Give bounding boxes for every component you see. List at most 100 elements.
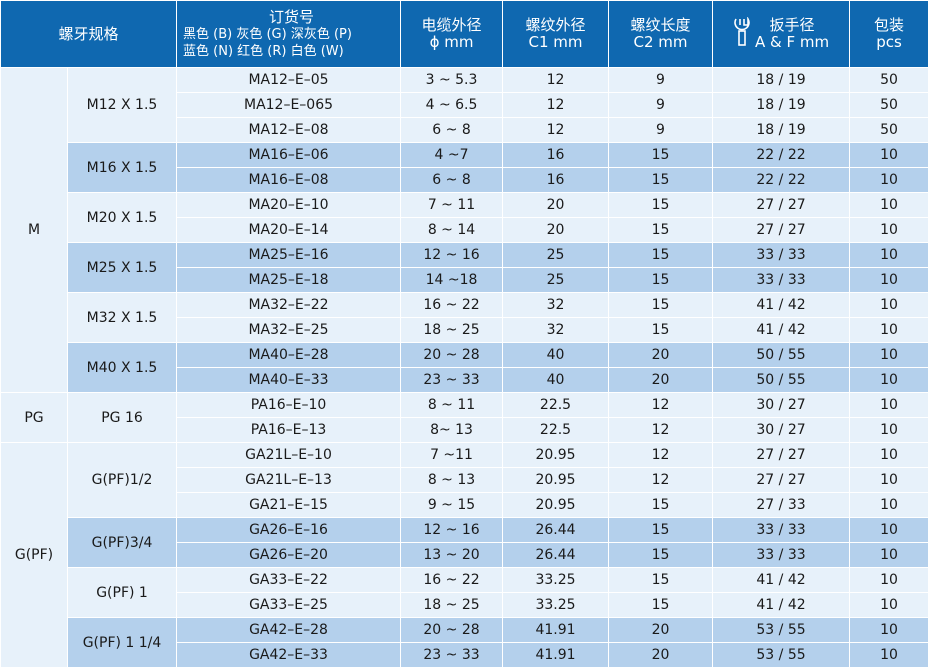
cable-od-cell: 20 ~ 28 [400,342,504,368]
header-order-colors-2: 蓝色 (N) 红色 (R) 白色 (W) [183,43,344,59]
pack-qty-cell: 10 [849,617,929,643]
thread-length-cell: 9 [608,67,714,93]
pack-qty-cell: 10 [849,592,929,618]
pack-qty-cell: 10 [849,567,929,593]
thread-od-cell: 20.95 [502,467,610,493]
thread-od-cell: 22.5 [502,417,610,443]
thread-spec-cell: M12 X 1.5 [66,67,178,143]
pack-qty-cell: 10 [849,442,929,468]
table-row: M16 X 1.5 MA16–E–06 4 ~7 16 15 22 / 22 10 [0,142,929,193]
cable-od-cell: 12 ~ 16 [400,242,504,268]
cable-od-cell: 23 ~ 33 [400,367,504,393]
wrench-icon [733,16,751,51]
pack-qty-cell: 10 [849,142,929,168]
thread-type-cell: M [0,67,68,393]
pack-qty-cell: 10 [849,242,929,268]
wrench-size-cell: 27 / 27 [712,467,851,493]
header-order-title: 订货号 [269,7,315,26]
thread-od-cell: 20 [502,192,610,218]
order-number-cell: MA25–E–16 [176,242,402,268]
thread-length-cell: 9 [608,117,714,143]
table-row: G(PF) 1 GA33–E–22 16 ~ 22 33.25 15 41 / 42 10 [0,567,929,618]
wrench-size-cell: 41 / 42 [712,592,851,618]
wrench-size-cell: 33 / 33 [712,517,851,543]
order-number-cell: MA20–E–14 [176,217,402,243]
thread-od-cell: 20.95 [502,442,610,468]
header-cable-od: 电缆外径 ϕ mm [400,0,504,68]
header-thread-spec: 螺牙规格 [0,0,178,68]
wrench-size-cell: 18 / 19 [712,117,851,143]
cable-od-cell: 8 ~ 13 [400,467,504,493]
thread-od-cell: 26.44 [502,542,610,568]
header-wrench-unit: A & F mm [754,33,830,51]
wrench-size-cell: 18 / 19 [712,67,851,93]
table-row: M M12 X 1.5 MA12–E–05 3 ~ 5.3 12 9 18 / 19 50 [0,67,929,393]
cable-od-cell: 20 ~ 28 [400,617,504,643]
pack-qty-cell: 10 [849,367,929,393]
pack-qty-cell: 50 [849,67,929,93]
wrench-size-cell: 50 / 55 [712,342,851,368]
header-pack-title: 包装 [874,16,905,34]
order-number-cell: MA32–E–25 [176,317,402,343]
thread-length-cell: 15 [608,567,714,593]
cable-od-cell: 13 ~ 20 [400,542,504,568]
order-number-cell: GA42–E–33 [176,642,402,668]
order-number-cell: MA20–E–10 [176,192,402,218]
thread-length-cell: 15 [608,317,714,343]
wrench-size-cell: 50 / 55 [712,367,851,393]
thread-spec-cell: M20 X 1.5 [66,192,178,243]
order-number-cell: GA33–E–22 [176,567,402,593]
pack-qty-cell: 10 [849,217,929,243]
wrench-size-cell: 30 / 27 [712,392,851,418]
table-row: PG PG 16 PA16–E–10 8 ~ 11 22.5 12 30 / 27 10 [0,392,929,443]
thread-od-cell: 20.95 [502,492,610,518]
order-number-cell: GA21–E–15 [176,492,402,518]
wrench-size-cell: 41 / 42 [712,567,851,593]
wrench-size-cell: 41 / 42 [712,317,851,343]
cable-od-cell: 12 ~ 16 [400,517,504,543]
order-number-cell: GA33–E–25 [176,592,402,618]
pack-qty-cell: 10 [849,317,929,343]
cable-od-cell: 18 ~ 25 [400,592,504,618]
wrench-size-cell: 33 / 33 [712,267,851,293]
thread-length-cell: 12 [608,442,714,468]
wrench-size-cell: 27 / 27 [712,192,851,218]
thread-spec-cell: M32 X 1.5 [66,292,178,343]
wrench-size-cell: 27 / 33 [712,492,851,518]
cable-od-cell: 8~ 13 [400,417,504,443]
thread-length-cell: 15 [608,192,714,218]
order-number-cell: PA16–E–13 [176,417,402,443]
cable-od-cell: 7 ~11 [400,442,504,468]
thread-od-cell: 32 [502,317,610,343]
order-number-cell: GA21L–E–10 [176,442,402,468]
header-thread-od-unit: C1 mm [528,33,583,51]
header-wrench-title: 扳手径 [769,16,815,34]
order-number-cell: PA16–E–10 [176,392,402,418]
thread-spec-cell: M25 X 1.5 [66,242,178,293]
cable-od-cell: 8 ~ 11 [400,392,504,418]
header-packing: 包装 pcs [849,0,929,68]
order-number-cell: MA16–E–08 [176,167,402,193]
wrench-size-cell: 53 / 55 [712,617,851,643]
thread-length-cell: 20 [608,342,714,368]
thread-length-cell: 15 [608,267,714,293]
thread-od-cell: 32 [502,292,610,318]
order-number-cell: MA25–E–18 [176,267,402,293]
order-number-cell: GA26–E–20 [176,542,402,568]
header-thread-length-unit: C2 mm [633,33,688,51]
thread-type-cell: PG [0,392,68,443]
pack-qty-cell: 10 [849,417,929,443]
header-thread-od-title: 螺纹外径 [525,16,586,34]
thread-length-cell: 15 [608,542,714,568]
pack-qty-cell: 10 [849,542,929,568]
table-row: M20 X 1.5 MA20–E–10 7 ~ 11 20 15 27 / 27 10 [0,192,929,243]
cable-od-cell: 16 ~ 22 [400,292,504,318]
thread-length-cell: 15 [608,292,714,318]
order-number-cell: MA12–E–08 [176,117,402,143]
wrench-size-cell: 22 / 22 [712,167,851,193]
cable-od-cell: 18 ~ 25 [400,317,504,343]
table-header: 螺牙规格 订货号 黑色 (B) 灰色 (G) 深灰色 (P) 蓝色 (N) 红色… [0,0,929,68]
cable-od-cell: 6 ~ 8 [400,117,504,143]
cable-od-cell: 4 ~ 6.5 [400,92,504,118]
thread-spec-cell: M16 X 1.5 [66,142,178,193]
